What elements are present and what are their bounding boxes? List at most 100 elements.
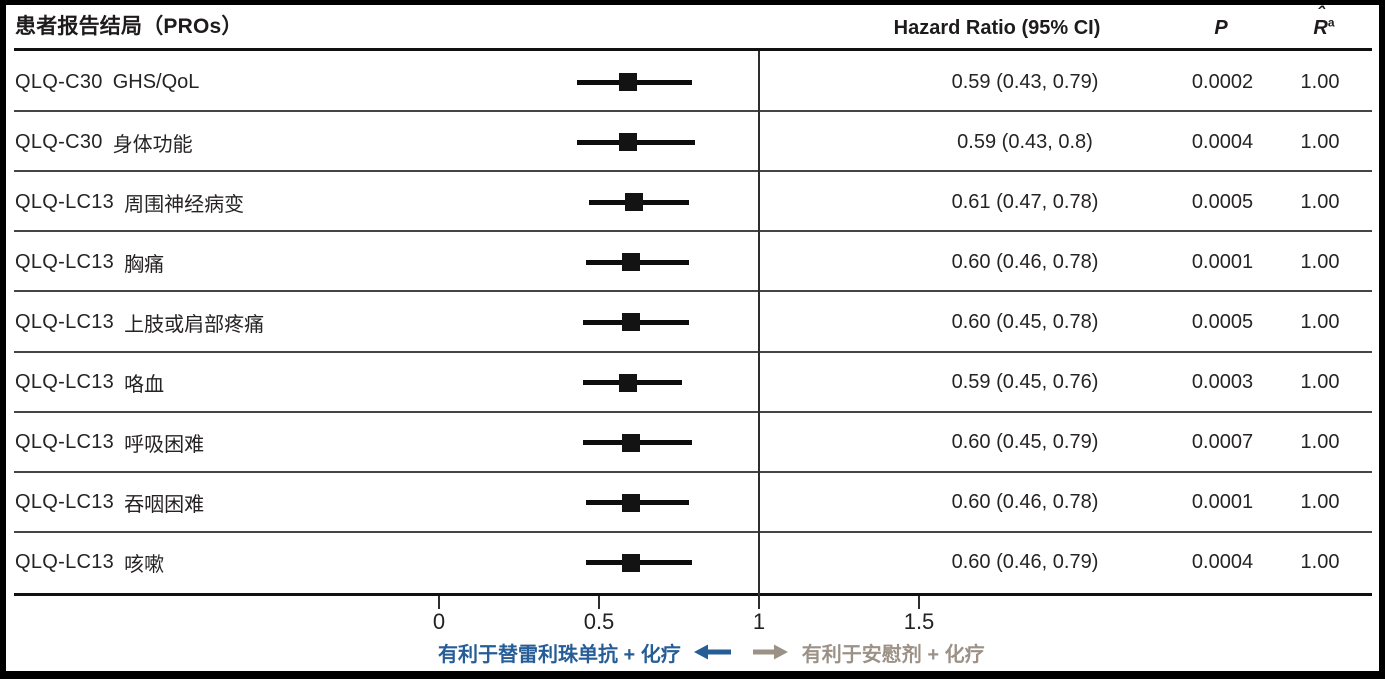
hr-value: 0.60 (0.45, 0.79) [951, 431, 1099, 454]
axis-tick [918, 596, 920, 609]
row-domain: GHS/QoL [112, 70, 200, 93]
table-row: QLQ-LC13 胸痛 0.60 (0.46, 0.78) 0.0001 1.00 [0, 232, 1385, 293]
favors-right-arrow-icon [752, 644, 789, 660]
row-domain: 吞咽困难 [124, 494, 205, 517]
table-row: QLQ-LC13 上肢或肩部疼痛 0.60 (0.45, 0.78) 0.0005 1.… [0, 292, 1385, 353]
row-label: QLQ-LC13 咯血 [15, 353, 164, 413]
row-domain: 胸痛 [124, 253, 165, 276]
rhat-value: 1.00 [1300, 70, 1340, 93]
hr-value: 0.59 (0.43, 0.79) [951, 70, 1099, 93]
favors-left-arrow-icon [693, 644, 731, 660]
rhat-value: 1.00 [1300, 371, 1340, 394]
row-domain: 身体功能 [112, 133, 193, 156]
hr-value: 0.60 (0.46, 0.78) [951, 250, 1099, 273]
row-scale: QLQ-LC13 [15, 250, 115, 273]
row-scale: QLQ-LC13 [15, 491, 115, 514]
row-label: QLQ-LC13 咳嗽 [15, 533, 164, 593]
figure-title: 患者报告结局（PROs） [15, 15, 243, 38]
frame-border-bottom [0, 671, 1385, 679]
hr-marker [618, 133, 637, 152]
axis-tick-label: 1 [752, 609, 766, 634]
row-domain: 呼吸困难 [124, 434, 205, 457]
p-value: 0.0005 [1191, 190, 1254, 213]
row-divider [14, 290, 1372, 293]
rhat-value: 1.00 [1300, 250, 1340, 273]
hr-value: 0.61 (0.47, 0.78) [951, 190, 1099, 213]
axis-tick-label: 0.5 [583, 609, 615, 634]
header-divider [14, 48, 1372, 51]
rhat-value: 1.00 [1300, 130, 1340, 153]
row-scale: QLQ-LC13 [15, 310, 115, 333]
row-domain: 咯血 [124, 374, 165, 397]
axis-tick [598, 596, 600, 609]
row-domain: 上肢或肩部疼痛 [124, 313, 265, 336]
p-value: 0.0005 [1191, 310, 1254, 333]
table-row: QLQ-LC13 周围神经病变 0.61 (0.47, 0.78) 0.0005 1.0… [0, 172, 1385, 233]
favors-left-label: 有利于替雷利珠单抗 + 化疗 [438, 643, 681, 666]
hr-marker [625, 193, 644, 212]
col-header-hazard-ratio: Hazard Ratio (95% CI) [893, 17, 1101, 39]
frame-border-top [0, 0, 1385, 5]
row-label: QLQ-LC13 上肢或肩部疼痛 [15, 292, 264, 352]
p-value: 0.0001 [1191, 250, 1254, 273]
hr-marker [622, 253, 640, 272]
row-divider [14, 230, 1372, 233]
row-scale: QLQ-LC13 [15, 551, 115, 574]
frame-border-right [1379, 0, 1385, 679]
hr-marker [622, 313, 640, 332]
row-label: QLQ-LC13 周围神经病变 [15, 172, 244, 232]
row-label: QLQ-C30 身体功能 [15, 112, 193, 172]
axis-tick [438, 596, 440, 609]
hr-marker [622, 433, 640, 452]
row-divider [14, 170, 1372, 173]
row-divider [14, 530, 1372, 533]
p-value: 0.0002 [1191, 70, 1254, 93]
p-value: 0.0004 [1191, 130, 1254, 153]
rhat-value: 1.00 [1300, 190, 1340, 213]
rhat-value: 1.00 [1300, 551, 1340, 574]
col-header-p-value: P [1214, 17, 1228, 39]
rhat-value: 1.00 [1300, 431, 1340, 454]
frame-border-left [0, 0, 6, 679]
table-row: QLQ-LC13 咳嗽 0.60 (0.46, 0.79) 0.0004 1.00 [0, 533, 1385, 593]
hr-value: 0.60 (0.46, 0.79) [951, 551, 1099, 574]
table-row: QLQ-C30 身体功能 0.59 (0.43, 0.8) 0.0004 1.00 [0, 112, 1385, 173]
p-value: 0.0004 [1191, 551, 1254, 574]
row-divider [14, 110, 1372, 113]
row-scale: QLQ-LC13 [15, 371, 115, 394]
row-scale: QLQ-C30 [15, 70, 103, 93]
row-domain: 周围神经病变 [124, 193, 245, 216]
row-domain: 咳嗽 [124, 554, 165, 577]
rhat-value: 1.00 [1300, 491, 1340, 514]
hr-marker [618, 373, 637, 392]
hat-accent: ˆ [1317, 4, 1325, 26]
hr-marker [622, 553, 640, 572]
row-divider [14, 470, 1372, 473]
row-label: QLQ-C30 GHS/QoL [15, 52, 199, 112]
x-axis-line [14, 593, 1372, 596]
footnote-marker: a [1327, 15, 1335, 30]
table-row: QLQ-LC13 咯血 0.59 (0.45, 0.76) 0.0003 1.00 [0, 353, 1385, 413]
row-divider [14, 350, 1372, 353]
row-scale: QLQ-LC13 [15, 190, 115, 213]
row-scale: QLQ-LC13 [15, 431, 115, 454]
hr-value: 0.60 (0.46, 0.78) [951, 491, 1099, 514]
axis-tick-label: 1.5 [903, 609, 935, 634]
hr-marker [622, 493, 640, 512]
p-value: 0.0007 [1191, 431, 1254, 454]
favors-right-label: 有利于安慰剂 + 化疗 [801, 643, 985, 666]
row-label: QLQ-LC13 胸痛 [15, 232, 164, 292]
favors-legend: 有利于替雷利珠单抗 + 化疗 有利于安慰剂 + 化疗 [438, 637, 985, 667]
row-label: QLQ-LC13 吞咽困难 [15, 473, 204, 533]
p-value: 0.0003 [1191, 371, 1254, 394]
table-row: QLQ-LC13 呼吸困难 0.60 (0.45, 0.79) 0.0007 1.00 [0, 413, 1385, 473]
hr-value: 0.59 (0.45, 0.76) [951, 371, 1099, 394]
table-row: QLQ-LC13 吞咽困难 0.60 (0.46, 0.78) 0.0001 1.00 [0, 473, 1385, 533]
hr-marker [618, 73, 637, 92]
row-label: QLQ-LC13 呼吸困难 [15, 413, 204, 473]
p-value: 0.0001 [1191, 491, 1254, 514]
row-scale: QLQ-C30 [15, 130, 103, 153]
